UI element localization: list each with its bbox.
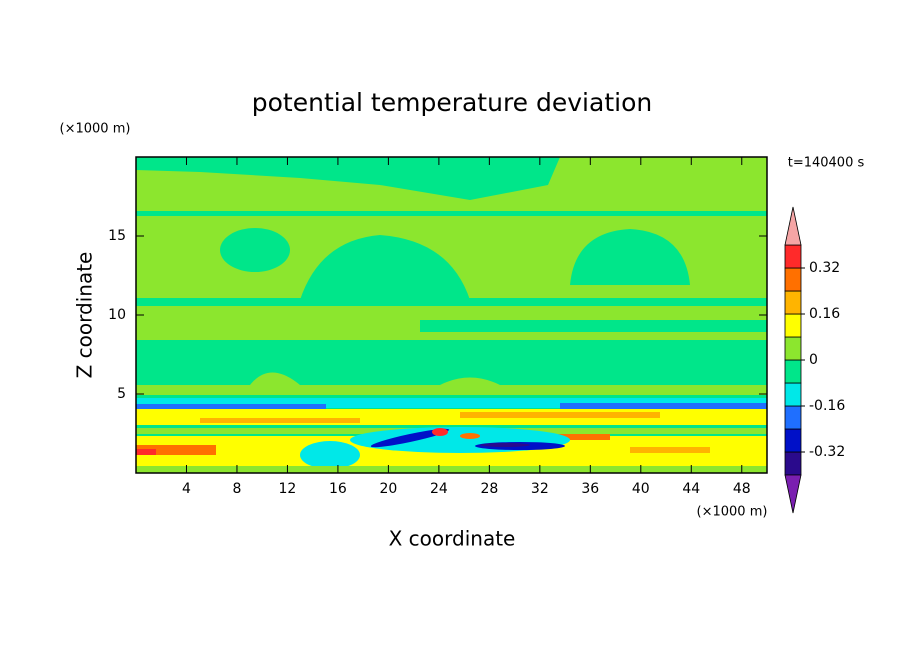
contour-region bbox=[570, 229, 690, 285]
x-tick-label: 8 bbox=[232, 481, 241, 497]
colorbar-box bbox=[784, 382, 802, 407]
x-tick-label: 16 bbox=[329, 481, 347, 497]
contour-region bbox=[630, 447, 710, 453]
x-unit: (×1000 m) bbox=[697, 505, 768, 520]
colorbar-box bbox=[784, 451, 802, 476]
contour-region bbox=[136, 298, 767, 306]
contour-region bbox=[370, 428, 450, 448]
y-axis-label: Z coordinate bbox=[73, 252, 97, 379]
time-annotation: t=140400 s bbox=[788, 156, 865, 171]
contour-region bbox=[540, 434, 610, 440]
contour-region bbox=[200, 418, 360, 423]
contour-region bbox=[460, 412, 660, 418]
colorbar-box bbox=[784, 244, 802, 269]
x-tick-label: 20 bbox=[379, 481, 397, 497]
colorbar-extension bbox=[784, 206, 802, 246]
colorbar-box bbox=[784, 267, 802, 292]
contour-region bbox=[432, 428, 448, 436]
y-tick-label: 15 bbox=[108, 228, 126, 244]
contour-region bbox=[136, 445, 216, 455]
contour-region bbox=[136, 211, 767, 216]
contour-region bbox=[480, 443, 530, 447]
colorbar-box bbox=[784, 290, 802, 315]
contour-region bbox=[136, 398, 767, 408]
colorbar-extension bbox=[784, 474, 802, 514]
contour-region bbox=[300, 235, 470, 300]
colorbar-tick-label: 0.16 bbox=[809, 306, 840, 322]
colorbar-tick-label: -0.16 bbox=[809, 398, 845, 414]
x-tick-label: 28 bbox=[480, 481, 498, 497]
contour-region bbox=[420, 320, 767, 332]
contour-region bbox=[560, 403, 767, 409]
x-axis-label: X coordinate bbox=[389, 527, 516, 551]
colorbar-box bbox=[784, 359, 802, 384]
x-tick-label: 4 bbox=[182, 481, 191, 497]
colorbar-tick-label: -0.32 bbox=[809, 444, 845, 460]
x-tick-label: 24 bbox=[430, 481, 448, 497]
contour-region bbox=[136, 404, 326, 411]
colorbar-tick-label: 0 bbox=[809, 352, 818, 368]
contour-region bbox=[300, 441, 360, 469]
x-tick-label: 32 bbox=[531, 481, 549, 497]
x-tick-label: 40 bbox=[632, 481, 650, 497]
y-unit: (×1000 m) bbox=[60, 122, 131, 137]
contour-region bbox=[136, 466, 767, 473]
x-tick-label: 48 bbox=[733, 481, 751, 497]
y-tick-label: 10 bbox=[108, 307, 126, 323]
x-tick-label: 12 bbox=[279, 481, 297, 497]
contour-region bbox=[220, 228, 290, 272]
x-tick-label: 36 bbox=[581, 481, 599, 497]
y-tick-label: 5 bbox=[117, 386, 126, 402]
contour-region bbox=[460, 433, 480, 439]
contour-region bbox=[136, 340, 767, 385]
colorbar-box bbox=[784, 405, 802, 430]
x-tick-label: 44 bbox=[682, 481, 700, 497]
colorbar-box bbox=[784, 428, 802, 453]
contour-region bbox=[136, 157, 560, 200]
colorbar-box bbox=[784, 313, 802, 338]
chart-title: potential temperature deviation bbox=[252, 88, 652, 117]
colorbar-box bbox=[784, 336, 802, 361]
contour-region bbox=[136, 449, 156, 455]
contour-field bbox=[136, 157, 767, 473]
colorbar-tick-label: 0.32 bbox=[809, 260, 840, 276]
